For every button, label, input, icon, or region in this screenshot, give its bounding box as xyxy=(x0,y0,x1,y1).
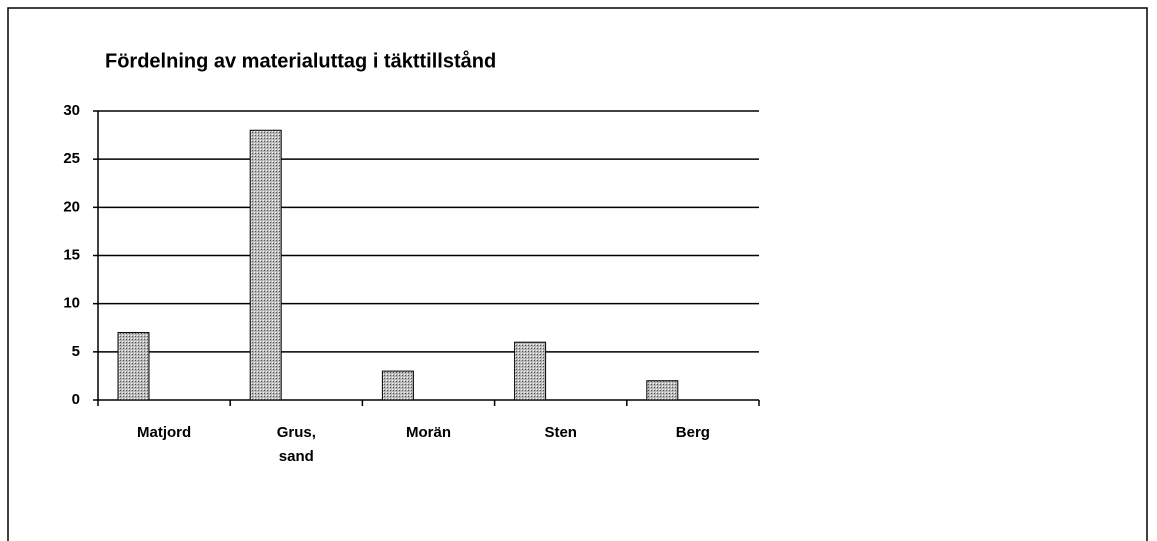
chart-title: Fördelning av materialuttag i täkttillst… xyxy=(105,49,496,72)
bar xyxy=(381,370,414,401)
x-tick-label: Grus, sand xyxy=(277,424,316,465)
y-tick-label: 30 xyxy=(63,102,80,119)
y-tick-label: 15 xyxy=(63,246,80,263)
bar xyxy=(646,380,679,401)
chart-frame xyxy=(7,7,1148,541)
x-tick-label: Berg xyxy=(676,424,710,441)
bar xyxy=(249,129,282,401)
y-tick-label: 0 xyxy=(72,391,80,408)
bar xyxy=(117,332,150,401)
x-tick-label: Matjord xyxy=(137,424,191,441)
y-tick-label: 10 xyxy=(63,295,80,312)
y-tick-label: 5 xyxy=(72,343,80,360)
x-tick-label: Sten xyxy=(544,424,577,441)
y-tick-label: 20 xyxy=(63,198,80,215)
x-tick-label: Morän xyxy=(406,424,451,441)
y-tick-label: 25 xyxy=(63,150,80,167)
bar xyxy=(514,341,547,401)
